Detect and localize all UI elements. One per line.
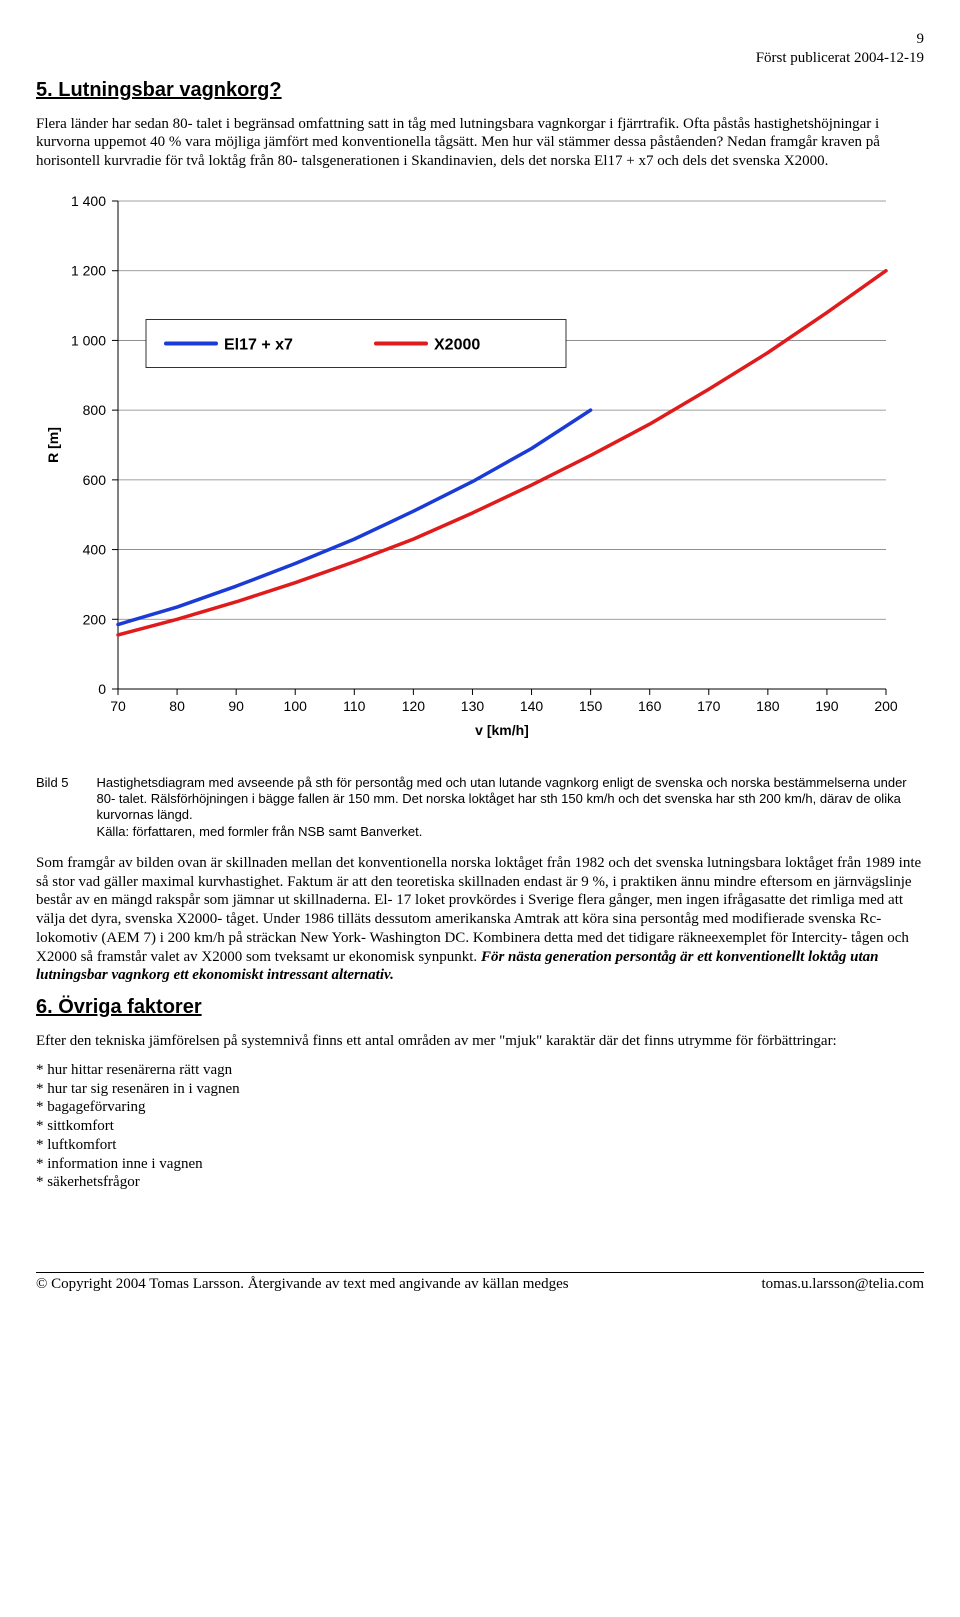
para-after-chart: Som framgår av bilden ovan är skillnaden… (36, 854, 924, 985)
bullet-item: * säkerhetsfrågor (36, 1173, 924, 1192)
svg-text:120: 120 (402, 698, 426, 714)
chart-svg: 0 200 400 600 800 1 000 1 200 1 400 70 80 90 100 110… (36, 189, 906, 749)
svg-text:70: 70 (110, 698, 126, 714)
bullet-item: * luftkomfort (36, 1136, 924, 1155)
svg-text:110: 110 (343, 698, 366, 714)
svg-text:80: 80 (169, 698, 185, 714)
svg-text:400: 400 (83, 541, 107, 557)
figure-5-label: Bild 5 (36, 775, 69, 840)
svg-text:180: 180 (756, 698, 780, 714)
bullet-list: * hur hittar resenärerna rätt vagn* hur … (36, 1061, 924, 1192)
svg-text:100: 100 (284, 698, 308, 714)
footer-left: © Copyright 2004 Tomas Larsson. Återgiva… (36, 1275, 569, 1294)
svg-text:90: 90 (228, 698, 244, 714)
bullet-item: * bagageförvaring (36, 1098, 924, 1117)
footer-right: tomas.u.larsson@telia.com (761, 1275, 924, 1294)
svg-text:170: 170 (697, 698, 721, 714)
svg-text:600: 600 (83, 472, 107, 488)
section-6-title: 6. Övriga faktorer (36, 995, 924, 1020)
svg-text:130: 130 (461, 698, 485, 714)
bullet-item: * hur tar sig resenären in i vagnen (36, 1080, 924, 1099)
bullet-item: * sittkomfort (36, 1117, 924, 1136)
svg-text:X2000: X2000 (434, 336, 480, 353)
page-number: 9 (36, 30, 924, 49)
svg-text:v [km/h]: v [km/h] (475, 722, 529, 738)
svg-text:El17 + x7: El17 + x7 (224, 336, 293, 353)
svg-text:800: 800 (83, 402, 107, 418)
chart-curve-radius-vs-speed: 0 200 400 600 800 1 000 1 200 1 400 70 80 90 100 110… (36, 189, 924, 749)
svg-text:200: 200 (83, 611, 107, 627)
figure-5-text: Hastighetsdiagram med avseende på sth fö… (97, 775, 924, 840)
svg-text:1 000: 1 000 (71, 332, 106, 348)
svg-text:1 400: 1 400 (71, 193, 106, 209)
svg-text:140: 140 (520, 698, 544, 714)
svg-text:0: 0 (98, 681, 106, 697)
section-5-p1: Flera länder har sedan 80- talet i begrä… (36, 115, 924, 171)
svg-text:190: 190 (815, 698, 839, 714)
bullet-item: * information inne i vagnen (36, 1155, 924, 1174)
svg-text:1 200: 1 200 (71, 262, 106, 278)
figure-5-caption: Bild 5 Hastighetsdiagram med avseende på… (36, 775, 924, 840)
svg-text:160: 160 (638, 698, 662, 714)
svg-text:200: 200 (874, 698, 898, 714)
svg-text:R [m]: R [m] (45, 427, 61, 463)
published-line: Först publicerat 2004-12-19 (36, 49, 924, 68)
bullet-item: * hur hittar resenärerna rätt vagn (36, 1061, 924, 1080)
svg-text:150: 150 (579, 698, 603, 714)
section-6-p1: Efter den tekniska jämförelsen på system… (36, 1032, 924, 1051)
section-5-title: 5. Lutningsbar vagnkorg? (36, 78, 924, 103)
page-footer: © Copyright 2004 Tomas Larsson. Återgiva… (36, 1272, 924, 1294)
